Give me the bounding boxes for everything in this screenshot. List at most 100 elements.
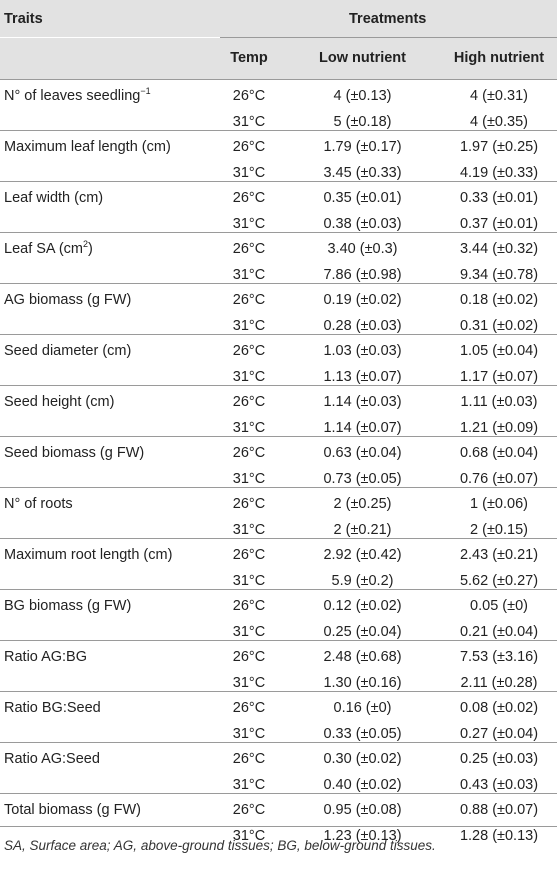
high-nutrient-cell: 1.05 (±0.04): [459, 343, 539, 359]
high-nutrient-cell: 1.97 (±0.25): [459, 139, 539, 155]
trait-label: Total biomass (g FW): [4, 802, 141, 819]
table-footnote: SA, Surface area; AG, above-ground tissu…: [4, 838, 436, 853]
low-nutrient-cell: 1.23 (±0.13): [323, 827, 402, 844]
row-separator: [0, 742, 557, 743]
temp-cell: 31°C: [232, 725, 266, 742]
temp-cell: 26°C: [232, 394, 266, 410]
low-nutrient-cell: 2 (±0.21): [333, 521, 392, 538]
treatments-header: Treatments: [349, 11, 427, 27]
temp-cell: 31°C: [232, 827, 266, 844]
trait-label-text: Maximum leaf length (cm): [4, 139, 171, 155]
row-separator: [0, 334, 557, 335]
low-nutrient-cell: 3.40 (±0.3): [327, 241, 398, 257]
row-separator: [0, 181, 557, 182]
trait-label: BG biomass (g FW): [4, 598, 131, 615]
trait-label: Ratio AG:Seed: [4, 751, 100, 768]
low-nutrient-cell: 2.92 (±0.42): [323, 547, 402, 563]
trait-label: Leaf width (cm): [4, 190, 103, 207]
high-nutrient-cell: 0.68 (±0.04): [459, 445, 539, 461]
temp-cell: 31°C: [232, 368, 266, 385]
low-nutrient-cell: 1.03 (±0.03): [323, 343, 402, 359]
trait-superscript: 2: [82, 239, 88, 249]
temp-cell: 26°C: [232, 751, 266, 767]
trait-label-text: Leaf width (cm): [4, 190, 104, 206]
high-nutrient-cell: 0.18 (±0.02): [459, 292, 539, 308]
row-separator: [0, 793, 557, 794]
high-nutrient-cell: 9.34 (±0.78): [459, 266, 539, 283]
trait-superscript: −1: [140, 86, 151, 96]
high-nutrient-cell: 7.53 (±3.16): [459, 649, 539, 665]
low-nutrient-cell: 7.86 (±0.98): [323, 266, 402, 283]
temp-cell: 26°C: [232, 190, 266, 206]
low-nutrient-cell: 2 (±0.25): [333, 496, 392, 512]
low-nutrient-cell: 0.12 (±0.02): [323, 598, 402, 614]
low-nutrient-cell: 3.45 (±0.33): [323, 164, 402, 181]
header-band-top: [0, 0, 557, 37]
temp-cell: 26°C: [232, 139, 266, 155]
trait-label-text: Seed diameter (cm): [4, 343, 132, 359]
temp-cell: 31°C: [232, 623, 266, 640]
low-nutrient-cell: 0.33 (±0.05): [323, 725, 402, 742]
trait-label: Maximum leaf length (cm): [4, 139, 171, 156]
high-nutrient-cell: 4 (±0.35): [470, 113, 528, 130]
row-separator: [0, 487, 557, 488]
high-nutrient-header: High nutrient: [453, 50, 545, 66]
high-nutrient-cell: 4.19 (±0.33): [459, 164, 539, 181]
low-nutrient-cell: 5 (±0.18): [333, 113, 392, 130]
trait-label: N° of roots: [4, 496, 73, 513]
high-nutrient-cell: 0.08 (±0.02): [459, 700, 539, 716]
temp-cell: 31°C: [232, 776, 266, 793]
temp-header: Temp: [230, 50, 268, 66]
temp-cell: 31°C: [232, 674, 266, 691]
low-nutrient-cell: 0.38 (±0.03): [323, 215, 402, 232]
low-nutrient-cell: 4 (±0.13): [333, 88, 392, 104]
trait-label-text: Seed biomass (g FW): [4, 445, 145, 461]
header-band-sub: [0, 38, 557, 79]
row-separator: [0, 691, 557, 692]
high-nutrient-cell: 4 (±0.31): [470, 88, 528, 104]
high-nutrient-cell: 1 (±0.06): [470, 496, 528, 512]
low-nutrient-header: Low nutrient: [319, 50, 406, 66]
trait-label: Seed diameter (cm): [4, 343, 131, 360]
temp-cell: 26°C: [232, 445, 266, 461]
trait-label-suffix: ): [88, 241, 93, 257]
trait-label-text: N° of roots: [4, 496, 73, 512]
temp-cell: 31°C: [232, 521, 266, 538]
temp-cell: 26°C: [232, 241, 266, 257]
trait-label: Ratio BG:Seed: [4, 700, 101, 717]
high-nutrient-cell: 0.27 (±0.04): [459, 725, 539, 742]
low-nutrient-cell: 0.35 (±0.01): [323, 190, 402, 206]
low-nutrient-cell: 0.73 (±0.05): [323, 470, 402, 487]
temp-cell: 31°C: [232, 164, 266, 181]
low-nutrient-cell: 0.16 (±0): [333, 700, 392, 716]
trait-label-text: Ratio AG:Seed: [4, 751, 100, 767]
row-separator: [0, 232, 557, 233]
row-separator: [0, 385, 557, 386]
low-nutrient-cell: 0.63 (±0.04): [323, 445, 402, 461]
temp-cell: 26°C: [232, 547, 266, 563]
high-nutrient-cell: 0.21 (±0.04): [459, 623, 539, 640]
high-nutrient-cell: 1.21 (±0.09): [459, 419, 539, 436]
trait-label-text: BG biomass (g FW): [4, 598, 132, 614]
trait-label: N° of leaves seedling−1: [4, 86, 151, 105]
temp-cell: 26°C: [232, 802, 266, 818]
table-bottom-rule: [0, 826, 557, 827]
high-nutrient-cell: 0.25 (±0.03): [459, 751, 539, 767]
low-nutrient-cell: 0.28 (±0.03): [323, 317, 402, 334]
temp-cell: 26°C: [232, 649, 266, 665]
high-nutrient-cell: 1.11 (±0.03): [460, 394, 538, 410]
temp-cell: 31°C: [232, 419, 266, 436]
trait-label: Ratio AG:BG: [4, 649, 87, 666]
high-nutrient-cell: 3.44 (±0.32): [459, 241, 539, 257]
high-nutrient-cell: 5.62 (±0.27): [459, 572, 539, 589]
trait-label-text: Leaf SA (cm: [4, 241, 83, 257]
temp-cell: 31°C: [232, 113, 266, 130]
temp-cell: 26°C: [232, 496, 266, 512]
trait-label: Seed height (cm): [4, 394, 114, 411]
low-nutrient-cell: 0.95 (±0.08): [323, 802, 402, 818]
traits-header: Traits: [4, 11, 43, 27]
trait-label-text: Ratio AG:BG: [4, 649, 88, 665]
temp-cell: 31°C: [232, 470, 266, 487]
high-nutrient-cell: 2 (±0.15): [470, 521, 528, 538]
